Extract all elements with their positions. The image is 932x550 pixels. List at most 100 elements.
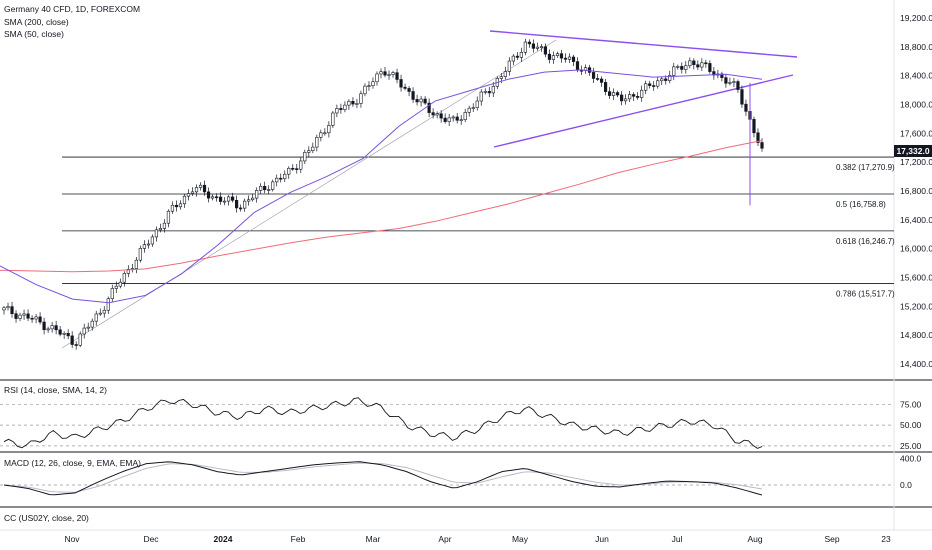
legend-symbol-title[interactable]: Germany 40 CFD, 1D, FOREXCOM bbox=[4, 4, 141, 14]
candle-body bbox=[491, 86, 495, 94]
candle-body bbox=[26, 313, 30, 319]
candle-body bbox=[235, 199, 239, 209]
time-tick-label: Dec bbox=[143, 534, 159, 544]
candle-body bbox=[6, 306, 10, 309]
candle-body bbox=[98, 312, 102, 315]
price-tick-label: 15,200.0 bbox=[900, 301, 932, 311]
upper-trendline bbox=[489, 30, 798, 58]
candle-body bbox=[523, 41, 527, 53]
candle-body bbox=[110, 288, 114, 299]
rsi-polyline bbox=[3, 397, 763, 449]
candle-body bbox=[82, 327, 86, 335]
candle-body bbox=[403, 86, 407, 89]
candle-body bbox=[162, 222, 167, 229]
legend-sma200[interactable]: SMA (200, close) bbox=[4, 17, 69, 27]
fib-level-label: 0.618 (16,246.7) bbox=[836, 237, 895, 246]
candle-body bbox=[226, 196, 231, 202]
time-tick-label: 2024 bbox=[214, 534, 233, 544]
candle-body bbox=[222, 200, 227, 203]
price-tick-label: 14,800.0 bbox=[900, 330, 932, 340]
candle-body bbox=[319, 132, 323, 138]
candle-body bbox=[724, 77, 728, 84]
candle-body bbox=[595, 78, 600, 80]
candle-body bbox=[680, 66, 684, 70]
candle-body bbox=[90, 320, 94, 328]
legend-rsi[interactable]: RSI (14, close, SMA, 14, 2) bbox=[4, 385, 107, 395]
candle-body bbox=[555, 53, 560, 56]
legend-macd[interactable]: MACD (12, 26, close, 9, EMA, EMA) bbox=[4, 458, 141, 468]
legend-sma50[interactable]: SMA (50, close) bbox=[4, 29, 64, 39]
candle-body bbox=[363, 85, 367, 95]
candle-body bbox=[186, 193, 191, 197]
candle-body bbox=[539, 46, 544, 48]
candle-body bbox=[632, 94, 636, 97]
candle-body bbox=[150, 236, 154, 245]
candle-body bbox=[311, 146, 315, 152]
candle-body bbox=[78, 333, 82, 346]
rsi-tick-label: 25.00 bbox=[900, 441, 922, 451]
candle-body bbox=[479, 91, 483, 102]
candle-body bbox=[752, 119, 756, 134]
candle-body bbox=[170, 204, 175, 212]
candle-body bbox=[267, 189, 271, 191]
candle-body bbox=[247, 199, 251, 202]
fib-level-label: 0.382 (17,270.9) bbox=[836, 163, 895, 172]
candle-body bbox=[427, 102, 431, 113]
fibonacci-retracement[interactable]: 0.382 (17,270.9) 0.5 (16,758.8) 0.618 (16,… bbox=[62, 156, 895, 298]
candle-body bbox=[62, 332, 66, 335]
time-tick-label: Sep bbox=[824, 534, 839, 544]
candle-body bbox=[676, 66, 680, 68]
candle-body bbox=[283, 173, 287, 180]
trendlines[interactable] bbox=[61, 30, 798, 349]
moving-averages bbox=[0, 69, 763, 304]
candle-body bbox=[243, 200, 247, 209]
candle-body bbox=[443, 117, 447, 122]
candle-body bbox=[571, 56, 576, 62]
last-price-badge: 17,332.0 bbox=[894, 145, 932, 157]
candle-body bbox=[756, 132, 760, 143]
candle-body bbox=[668, 75, 672, 81]
candle-body bbox=[134, 259, 138, 269]
candle-body bbox=[331, 112, 335, 126]
candle-body bbox=[527, 41, 531, 45]
candle-body bbox=[142, 244, 146, 249]
candle-body bbox=[102, 309, 106, 314]
candle-body bbox=[395, 72, 399, 80]
candle-body bbox=[383, 71, 387, 76]
candle-body bbox=[271, 181, 275, 190]
legend-cc[interactable]: CC (US02Y, close, 20) bbox=[4, 513, 89, 523]
price-tick-label: 17,200.0 bbox=[900, 157, 932, 167]
candle-body bbox=[202, 184, 207, 193]
candle-body bbox=[34, 316, 38, 320]
candle-body bbox=[688, 60, 692, 67]
candle-body bbox=[740, 89, 744, 105]
candle-body bbox=[138, 248, 142, 261]
candle-body bbox=[194, 187, 199, 193]
time-tick-label: Aug bbox=[747, 534, 762, 544]
candle-body bbox=[531, 43, 535, 49]
candle-body bbox=[744, 103, 748, 112]
candle-body bbox=[106, 298, 110, 311]
candle-body bbox=[455, 116, 459, 121]
candle-body bbox=[198, 184, 203, 188]
candle-body bbox=[214, 196, 219, 199]
candle-body bbox=[612, 92, 616, 96]
fib-level-label: 0.5 (16,758.8) bbox=[836, 200, 886, 209]
candle-body bbox=[435, 113, 439, 116]
candle-body bbox=[14, 313, 18, 319]
price-tick-label: 16,000.0 bbox=[900, 244, 932, 254]
fib-level-label: 0.786 (15,517.7) bbox=[836, 289, 895, 298]
candle-body bbox=[599, 78, 604, 83]
candle-body bbox=[660, 78, 664, 82]
candle-body bbox=[174, 204, 179, 208]
candle-body bbox=[644, 83, 648, 91]
candle-body bbox=[42, 321, 46, 331]
candle-body bbox=[603, 82, 608, 92]
candle-body bbox=[672, 66, 676, 76]
rsi-tick-label: 75.00 bbox=[900, 399, 922, 409]
candle-body bbox=[114, 285, 118, 289]
candle-body bbox=[387, 74, 391, 76]
candle-body bbox=[736, 81, 740, 90]
candle-body bbox=[367, 85, 371, 87]
